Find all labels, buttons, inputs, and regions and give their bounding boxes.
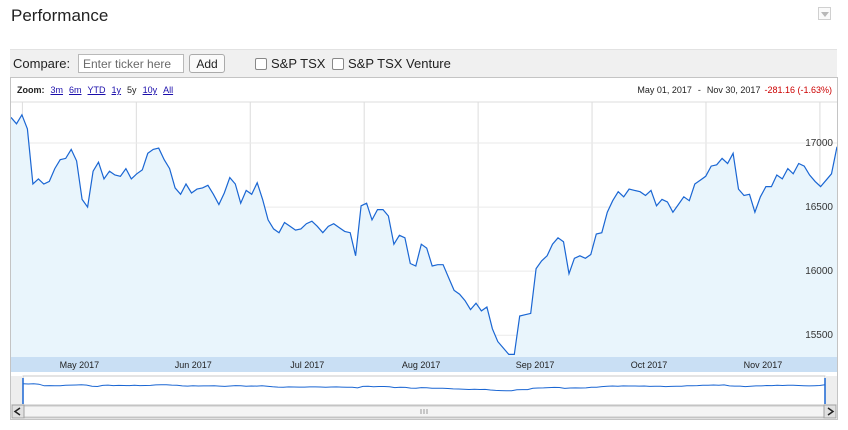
x-tick-label: Sep 2017: [516, 360, 555, 370]
zoom-6m[interactable]: 6m: [69, 85, 82, 95]
zoom-1y[interactable]: 1y: [111, 85, 122, 95]
x-tick-label: Jul 2017: [290, 360, 324, 370]
price-area: [11, 114, 837, 357]
add-ticker-button[interactable]: Add: [189, 54, 225, 73]
scroll-grip-icon: [420, 409, 428, 414]
compare-bar: Compare: Add S&P TSX S&P TSX Venture: [10, 49, 837, 77]
range-end: Nov 30, 2017: [706, 85, 761, 95]
navigator-window[interactable]: [22, 375, 826, 406]
scroll-left-button[interactable]: [11, 404, 25, 419]
range-separator: -: [697, 85, 701, 95]
date-range-readout: May 01, 2017- Nov 30, 2017 -281.16 (-1.63%…: [637, 85, 832, 95]
x-axis-band: [11, 357, 837, 372]
checkbox-icon[interactable]: [255, 57, 267, 70]
compare-option-sp-tsx[interactable]: S&P TSX: [255, 56, 325, 71]
x-tick-label: Nov 2017: [744, 360, 783, 370]
compare-option-sp-tsx-venture[interactable]: S&P TSX Venture: [332, 56, 451, 71]
section-title: Performance: [11, 6, 109, 25]
zoom-ytd[interactable]: YTD: [87, 85, 106, 95]
x-tick-label: Jun 2017: [175, 360, 212, 370]
zoom-10y[interactable]: 10y: [142, 85, 158, 95]
y-axis-labels: 15500 16000 16500 17000: [805, 138, 833, 341]
ticker-input[interactable]: [78, 54, 184, 73]
zoom-label: Zoom:: [17, 85, 45, 95]
compare-option-label: S&P TSX: [271, 56, 326, 71]
y-tick-label: 15500: [805, 330, 833, 341]
performance-chart[interactable]: 15500 16000 16500 17000 May 2017 Jun 2017 Jul…: [11, 78, 837, 419]
checkbox-icon[interactable]: [332, 57, 344, 70]
navigator-left-mask: [11, 376, 23, 405]
y-tick-label: 16500: [805, 202, 833, 213]
scroll-right-button[interactable]: [823, 404, 837, 419]
chart-panel: Zoom: 3m 6m YTD 1y 5y 10y All May 01, 20…: [10, 77, 838, 420]
navigator-right-mask: [825, 376, 837, 405]
chevron-right-icon: [827, 407, 835, 416]
y-tick-label: 17000: [805, 138, 833, 149]
x-tick-label: Aug 2017: [402, 360, 441, 370]
x-tick-label: Oct 2017: [631, 360, 668, 370]
compare-label: Compare:: [13, 56, 71, 71]
zoom-bar: Zoom: 3m 6m YTD 1y 5y 10y All: [11, 78, 837, 102]
zoom-5y[interactable]: 5y: [127, 85, 137, 95]
price-line: [11, 113, 837, 355]
range-start: May 01, 2017: [637, 85, 692, 95]
navigator-line: [22, 383, 826, 392]
zoom-3m[interactable]: 3m: [50, 85, 64, 95]
chevron-left-icon: [13, 407, 21, 416]
range-change: -281.16 (-1.63%): [764, 85, 832, 95]
y-tick-label: 16000: [805, 266, 833, 277]
zoom-all[interactable]: All: [163, 85, 174, 95]
x-tick-label: May 2017: [60, 360, 100, 370]
collapse-dropdown-icon[interactable]: [818, 7, 831, 20]
x-axis-labels: May 2017 Jun 2017 Jul 2017 Aug 2017 Sep 2017…: [60, 360, 783, 370]
compare-option-label: S&P TSX Venture: [348, 56, 451, 71]
